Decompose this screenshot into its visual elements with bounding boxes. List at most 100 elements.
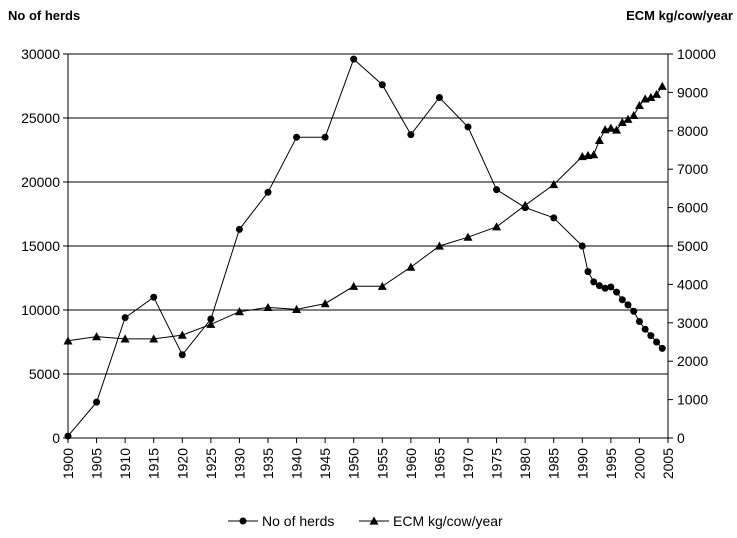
- y-left-tick-label: 30000: [21, 46, 60, 62]
- herds-point: [464, 123, 472, 131]
- y-right-tick-label: 3000: [677, 315, 708, 331]
- ecm-point: [549, 180, 559, 189]
- x-tick-label: 1965: [431, 448, 447, 479]
- herds-point: [550, 214, 558, 222]
- y-axis-right-title: ECM kg/cow/year: [626, 8, 733, 23]
- herds-point: [630, 307, 638, 315]
- ecm-point: [617, 117, 627, 126]
- herds-point: [641, 325, 649, 333]
- y-left-tick-label: 25000: [21, 110, 60, 126]
- ecm-series-line: [67, 86, 663, 342]
- y-axis-left-title: No of herds: [8, 8, 81, 23]
- ecm-point: [120, 334, 130, 343]
- herds-point: [350, 55, 358, 63]
- y-right-tick-label: 5000: [677, 238, 708, 254]
- x-tick-label: 1925: [203, 448, 219, 479]
- ecm-point: [292, 304, 302, 313]
- y-left-tick-label: 0: [52, 430, 60, 446]
- ecm-point: [612, 125, 622, 134]
- herds-point: [647, 332, 655, 340]
- herds-point: [618, 296, 626, 304]
- ecm-point: [177, 330, 187, 339]
- herds-point: [590, 278, 598, 286]
- x-tick-label: 1990: [574, 448, 590, 479]
- x-tick-label: 1935: [260, 448, 276, 479]
- x-tick-label: 1985: [546, 448, 562, 479]
- ecm-point: [263, 302, 273, 312]
- ecm-point: [652, 89, 662, 98]
- herds-point: [658, 344, 666, 352]
- ecm-point: [406, 262, 416, 271]
- x-tick-label: 1970: [460, 448, 476, 479]
- herds-point: [150, 293, 158, 301]
- ecm-point: [434, 241, 444, 250]
- x-tick-label: 1910: [117, 448, 133, 479]
- y-left-tick-label: 10000: [21, 302, 60, 318]
- ecm-point: [63, 336, 73, 345]
- ecm-point: [320, 299, 330, 308]
- herds-point: [378, 81, 386, 89]
- herds-point: [595, 282, 603, 290]
- x-tick-label: 1940: [289, 448, 305, 479]
- herds-point: [624, 301, 632, 309]
- x-tick-label: 1955: [374, 448, 390, 479]
- ecm-point: [646, 92, 656, 101]
- herds-point: [435, 94, 443, 102]
- y-right-tick-label: 2000: [677, 353, 708, 369]
- herds-point: [584, 268, 592, 276]
- ecm-point: [520, 200, 530, 209]
- ecm-point: [657, 81, 667, 90]
- legend-label: ECM kg/cow/year: [393, 513, 503, 529]
- herds-point: [93, 398, 101, 406]
- ecm-point: [606, 123, 616, 132]
- y-right-tick-label: 1000: [677, 392, 708, 408]
- herds-point: [601, 284, 609, 292]
- y-right-tick-label: 7000: [677, 161, 708, 177]
- y-left-tick-label: 20000: [21, 174, 60, 190]
- x-tick-label: 1900: [60, 448, 76, 479]
- y-right-tick-label: 6000: [677, 200, 708, 216]
- x-tick-label: 2005: [660, 448, 676, 479]
- ecm-point: [492, 222, 502, 231]
- ecm-point: [234, 307, 244, 316]
- x-tick-label: 1920: [174, 448, 190, 479]
- y-right-tick-label: 4000: [677, 276, 708, 292]
- herds-point: [607, 283, 615, 291]
- y-right-tick-label: 0: [677, 430, 685, 446]
- legend-marker-triangle: [369, 516, 379, 525]
- herds-point: [207, 315, 215, 323]
- ecm-point: [349, 281, 359, 290]
- ecm-point: [623, 114, 633, 123]
- x-tick-label: 1930: [231, 448, 247, 479]
- y-right-tick-label: 9000: [677, 84, 708, 100]
- ecm-point: [629, 110, 639, 120]
- x-tick-label: 1945: [317, 448, 333, 479]
- x-tick-label: 1915: [146, 448, 162, 479]
- herds-point: [653, 338, 661, 346]
- x-tick-label: 1905: [89, 448, 105, 479]
- x-tick-label: 1980: [517, 448, 533, 479]
- ecm-point: [589, 150, 599, 159]
- y-right-tick-label: 10000: [677, 46, 716, 62]
- ecm-point: [377, 281, 387, 290]
- x-tick-label: 1960: [403, 448, 419, 479]
- y-left-tick-label: 5000: [29, 366, 60, 382]
- herds-series-line: [67, 58, 663, 437]
- legend-marker-circle: [239, 517, 247, 525]
- ecm-point: [634, 100, 644, 110]
- ecm-point: [206, 319, 216, 328]
- x-tick-label: 1995: [603, 448, 619, 479]
- ecm-point: [463, 232, 473, 241]
- herds-point: [613, 288, 621, 296]
- herds-point: [121, 314, 129, 322]
- x-tick-label: 1950: [346, 448, 362, 479]
- y-right-tick-label: 8000: [677, 123, 708, 139]
- herds-point: [321, 133, 329, 141]
- x-tick-label: 1975: [489, 448, 505, 479]
- herds-point: [264, 188, 272, 196]
- herds-point: [64, 432, 72, 440]
- herds-point: [178, 351, 186, 359]
- herds-point: [493, 186, 501, 194]
